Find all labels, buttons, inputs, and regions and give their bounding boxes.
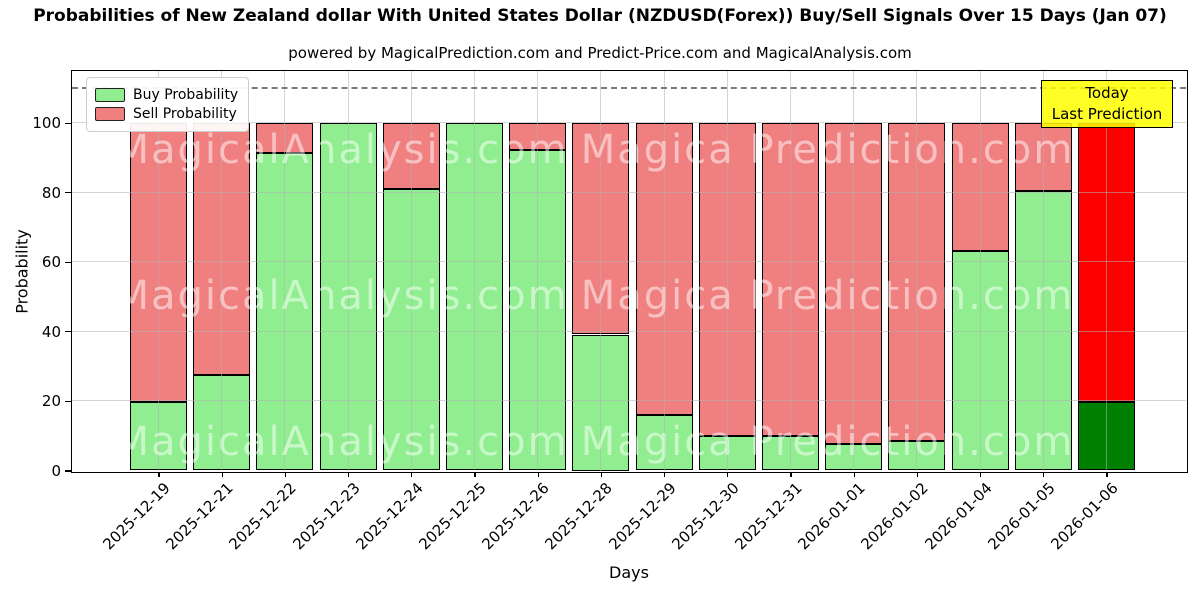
x-tick	[790, 472, 792, 477]
x-tick	[158, 472, 160, 477]
vertical-gridline	[916, 70, 918, 471]
y-tick-label: 100	[32, 114, 61, 133]
last-prediction-label: Last Prediction	[1051, 105, 1163, 123]
y-tick-label: 0	[51, 462, 61, 480]
legend-item-buy: Buy Probability	[95, 87, 238, 103]
x-tick	[537, 472, 539, 477]
legend-label-sell: Sell Probability	[133, 106, 237, 122]
x-tick	[600, 472, 602, 477]
x-tick	[284, 472, 286, 477]
vertical-gridline	[474, 70, 475, 471]
x-tick-label: 2025-12-22	[225, 479, 301, 554]
chart-title: Probabilities of New Zealand dollar With…	[33, 6, 1167, 26]
x-tick-label: 2025-12-24	[352, 479, 427, 554]
x-tick-label: 2026-01-04	[920, 479, 996, 554]
y-axis-label: Probability	[12, 229, 32, 314]
horizontal-gridline	[71, 122, 1186, 124]
x-tick	[348, 472, 350, 477]
y-tick	[65, 261, 72, 263]
y-tick	[65, 331, 72, 333]
dashed-upper-line	[71, 86, 1186, 89]
vertical-gridline	[221, 70, 223, 471]
y-tick	[65, 122, 72, 124]
legend: Buy Probability Sell Probability	[86, 77, 250, 132]
horizontal-gridline	[71, 261, 1186, 263]
x-tick-label: 2025-12-23	[288, 479, 364, 554]
y-tick-label: 80	[41, 183, 61, 202]
vertical-gridline	[347, 70, 349, 471]
x-tick	[664, 472, 666, 477]
x-tick	[916, 472, 918, 477]
y-tick	[65, 400, 72, 403]
sell-swatch-icon	[95, 107, 125, 121]
vertical-gridline	[284, 70, 286, 471]
x-tick	[727, 472, 729, 477]
legend-label-buy: Buy Probability	[133, 87, 239, 103]
today-label: Today	[1085, 84, 1129, 102]
y-tick	[65, 470, 72, 472]
legend-item-sell: Sell Probability	[95, 106, 238, 122]
y-tick-label: 40	[41, 322, 61, 341]
horizontal-gridline	[71, 191, 1186, 193]
chart-subtitle: powered by MagicalPrediction.com and Pre…	[288, 44, 912, 62]
today-last-prediction-box: Today Last Prediction	[1041, 80, 1173, 128]
y-tick-label: 60	[41, 253, 61, 272]
vertical-gridline	[1042, 70, 1044, 471]
x-tick	[474, 472, 476, 477]
horizontal-gridline	[71, 400, 1186, 402]
y-tick	[65, 192, 72, 194]
vertical-gridline	[537, 70, 539, 471]
x-axis-label: Days	[609, 563, 649, 582]
vertical-gridline	[158, 70, 159, 471]
x-tick	[853, 472, 855, 477]
x-tick	[221, 472, 223, 477]
x-tick	[1043, 472, 1045, 477]
x-tick-label: 2025-12-21	[162, 479, 237, 554]
vertical-gridline	[790, 70, 791, 471]
vertical-gridline	[853, 70, 855, 471]
vertical-gridline	[726, 70, 728, 471]
x-tick	[1106, 472, 1108, 477]
buy-swatch-icon	[95, 88, 125, 102]
horizontal-gridline	[71, 330, 1186, 332]
x-tick-label: 2026-01-06	[1047, 479, 1122, 554]
x-tick	[980, 472, 982, 477]
x-tick	[411, 472, 413, 477]
x-tick-label: 2026-01-05	[984, 479, 1059, 554]
vertical-gridline	[663, 70, 665, 471]
vertical-gridline	[1106, 70, 1107, 471]
vertical-gridline	[410, 70, 412, 471]
vertical-gridline	[600, 70, 602, 471]
vertical-gridline	[979, 70, 981, 471]
x-tick-label: 2025-12-19	[99, 479, 174, 554]
y-tick-label: 20	[41, 392, 61, 411]
x-tick-label: 2026-01-02	[857, 479, 933, 554]
